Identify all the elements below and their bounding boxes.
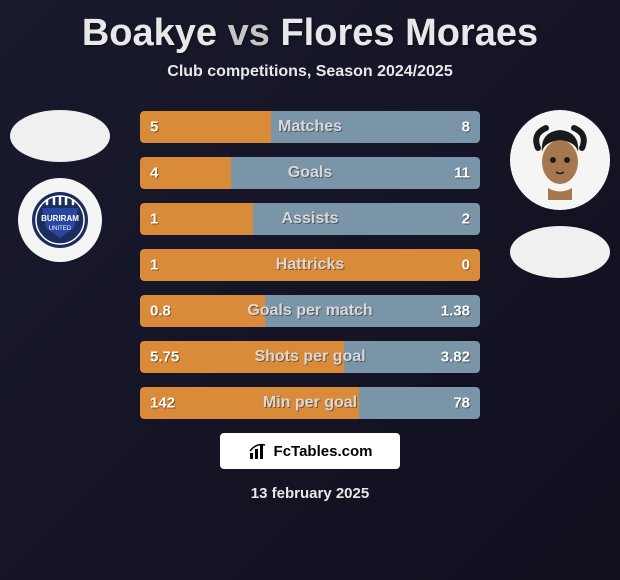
stat-left-value: 1 — [150, 211, 158, 228]
stat-label: Goals — [288, 164, 332, 182]
vs-text: vs — [228, 12, 270, 54]
chart-icon — [248, 441, 268, 461]
player2-photo — [510, 110, 610, 210]
stat-label: Shots per goal — [254, 348, 365, 366]
player2-name: Flores Moraes — [280, 12, 538, 54]
stat-right-value: 0 — [462, 257, 470, 274]
stat-row: 4 Goals 11 — [140, 157, 480, 189]
stat-right-value: 78 — [453, 395, 470, 412]
svg-text:UNITED: UNITED — [49, 226, 72, 232]
comparison-title: Boakye vs Flores Moraes — [0, 0, 620, 55]
stat-label: Goals per match — [247, 302, 372, 320]
svg-text:BURIRAM: BURIRAM — [41, 214, 79, 223]
stat-label: Hattricks — [276, 256, 344, 274]
stats-table: 5 Matches 8 4 Goals 11 1 Assists 2 1 Hat… — [140, 111, 480, 419]
player1-column: BURIRAM UNITED — [10, 110, 110, 262]
stat-left-value: 5 — [150, 119, 158, 136]
date-text: 13 february 2025 — [0, 485, 620, 502]
stat-right-value: 2 — [462, 211, 470, 228]
stat-bar-left — [140, 111, 271, 143]
stat-left-value: 142 — [150, 395, 175, 412]
stat-right-value: 8 — [462, 119, 470, 136]
logo-text: FcTables.com — [274, 443, 373, 460]
stat-label: Matches — [278, 118, 342, 136]
subtitle: Club competitions, Season 2024/2025 — [0, 63, 620, 81]
stat-row: 142 Min per goal 78 — [140, 387, 480, 419]
stat-left-value: 5.75 — [150, 349, 179, 366]
fctables-logo: FcTables.com — [220, 433, 400, 469]
stat-row: 1 Hattricks 0 — [140, 249, 480, 281]
stat-left-value: 4 — [150, 165, 158, 182]
buriram-badge-icon: BURIRAM UNITED — [30, 190, 90, 250]
stat-row: 1 Assists 2 — [140, 203, 480, 235]
stat-bar-right — [231, 157, 480, 189]
stat-label: Min per goal — [263, 394, 357, 412]
player1-club-badge: BURIRAM UNITED — [18, 178, 102, 262]
player1-name: Boakye — [82, 12, 217, 54]
player1-photo-placeholder — [10, 110, 110, 162]
player2-column — [510, 110, 610, 278]
stat-row: 5 Matches 8 — [140, 111, 480, 143]
stat-row: 5.75 Shots per goal 3.82 — [140, 341, 480, 373]
player2-face-icon — [520, 120, 600, 200]
stat-right-value: 1.38 — [441, 303, 470, 320]
stat-label: Assists — [282, 210, 339, 228]
player2-club-placeholder — [510, 226, 610, 278]
stat-right-value: 3.82 — [441, 349, 470, 366]
stat-left-value: 0.8 — [150, 303, 171, 320]
stat-row: 0.8 Goals per match 1.38 — [140, 295, 480, 327]
stat-left-value: 1 — [150, 257, 158, 274]
stat-right-value: 11 — [454, 165, 470, 182]
